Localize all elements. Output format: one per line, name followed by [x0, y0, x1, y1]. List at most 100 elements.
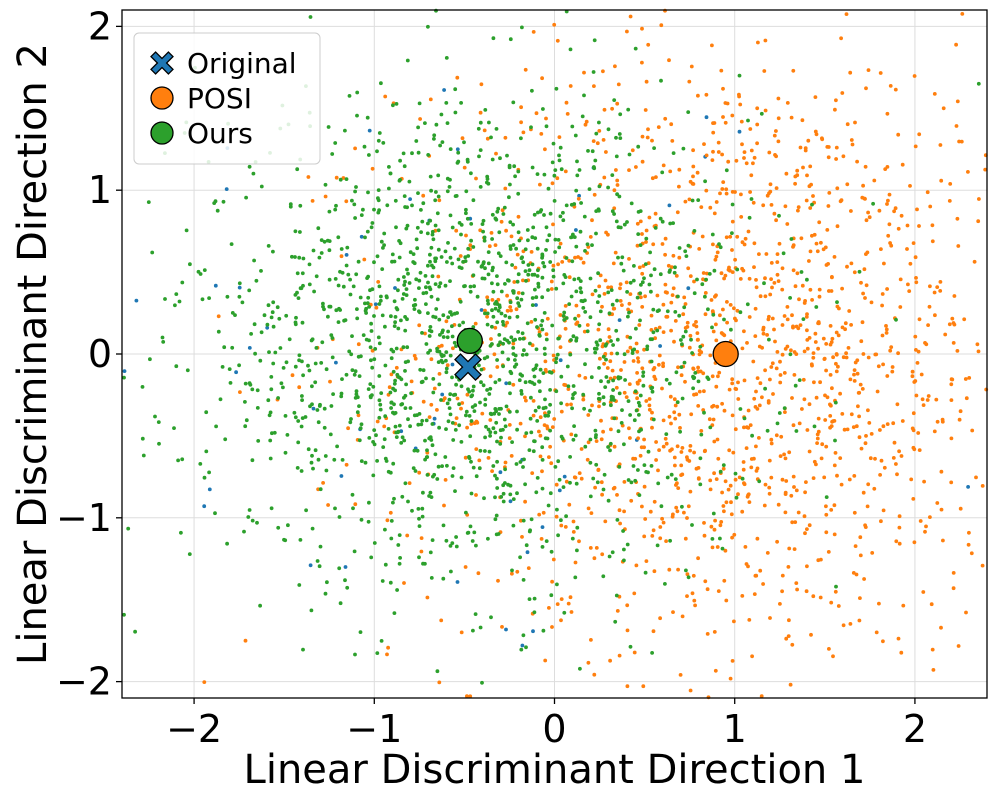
scatter-point	[491, 426, 496, 431]
scatter-point	[237, 281, 242, 286]
scatter-point	[782, 371, 787, 375]
scatter-point	[568, 595, 573, 600]
scatter-point	[483, 403, 488, 407]
scatter-point	[355, 90, 360, 95]
scatter-point	[400, 297, 405, 301]
scatter-point	[520, 291, 525, 296]
scatter-point	[635, 380, 640, 385]
scatter-point	[649, 289, 653, 294]
scatter-point	[495, 274, 499, 278]
scatter-point	[627, 152, 632, 157]
scatter-point	[373, 302, 378, 307]
scatter-point	[649, 359, 654, 364]
scatter-point	[730, 248, 734, 252]
scatter-point	[923, 529, 927, 534]
scatter-point	[625, 349, 630, 354]
scatter-point	[417, 555, 421, 560]
scatter-point	[768, 377, 772, 382]
scatter-point	[472, 409, 477, 413]
scatter-point	[539, 537, 544, 541]
scatter-point	[841, 623, 846, 628]
scatter-point	[448, 255, 453, 260]
scatter-point	[488, 430, 493, 435]
scatter-point	[642, 534, 647, 539]
scatter-point	[573, 133, 578, 138]
scatter-point	[976, 81, 981, 86]
scatter-point	[693, 371, 698, 375]
scatter-point	[508, 305, 513, 309]
scatter-point	[906, 282, 910, 287]
scatter-point	[464, 413, 468, 418]
scatter-point	[797, 378, 802, 382]
scatter-point	[454, 382, 458, 387]
scatter-point	[940, 417, 945, 422]
scatter-point	[445, 463, 449, 468]
scatter-point	[474, 447, 479, 451]
scatter-point	[443, 249, 448, 254]
scatter-point	[671, 221, 675, 226]
scatter-point	[417, 524, 422, 528]
scatter-point	[950, 316, 955, 321]
scatter-point	[592, 192, 597, 197]
scatter-point	[798, 145, 803, 150]
scatter-point	[430, 538, 435, 542]
scatter-point	[398, 556, 402, 560]
scatter-point	[471, 198, 476, 203]
scatter-point	[346, 426, 350, 431]
scatter-point	[663, 236, 668, 241]
scatter-point	[504, 228, 508, 233]
scatter-point	[515, 409, 519, 414]
scatter-point	[836, 364, 840, 369]
scatter-point	[598, 338, 603, 343]
scatter-point	[780, 266, 785, 271]
scatter-point	[790, 313, 794, 318]
scatter-point	[681, 146, 686, 151]
scatter-point	[938, 280, 943, 284]
scatter-point	[746, 492, 751, 497]
scatter-point	[559, 597, 564, 601]
scatter-point	[450, 324, 454, 329]
scatter-point	[725, 300, 729, 304]
scatter-point	[567, 302, 572, 306]
scatter-point	[739, 215, 744, 219]
scatter-point	[549, 287, 554, 291]
scatter-point	[499, 311, 504, 316]
scatter-point	[618, 282, 623, 286]
scatter-point	[634, 341, 639, 346]
scatter-point	[581, 397, 586, 402]
scatter-point	[672, 270, 677, 275]
scatter-point	[333, 207, 338, 212]
scatter-point	[730, 219, 735, 224]
scatter-point	[784, 479, 789, 483]
scatter-point	[432, 137, 436, 141]
scatter-point	[315, 559, 320, 563]
scatter-point	[465, 425, 469, 430]
scatter-point	[967, 376, 972, 380]
scatter-point	[522, 348, 526, 353]
scatter-point	[715, 545, 720, 549]
scatter-point	[861, 490, 866, 495]
scatter-point	[669, 472, 674, 477]
scatter-point	[508, 300, 513, 305]
scatter-point	[228, 381, 233, 385]
scatter-point	[311, 466, 315, 471]
scatter-point	[416, 507, 421, 511]
scatter-point	[926, 323, 930, 327]
scatter-point	[763, 38, 768, 43]
scatter-point	[466, 387, 470, 392]
scatter-point	[306, 447, 311, 452]
scatter-point	[885, 202, 889, 206]
scatter-point	[511, 341, 516, 346]
scatter-point	[379, 294, 383, 299]
scatter-point	[673, 310, 678, 314]
scatter-point	[316, 226, 321, 231]
scatter-point	[297, 358, 301, 363]
scatter-point	[163, 297, 167, 301]
scatter-point	[400, 435, 405, 440]
scatter-point	[478, 228, 483, 233]
scatter-point	[411, 260, 416, 264]
scatter-point	[464, 233, 468, 238]
scatter-point	[521, 278, 525, 283]
scatter-point	[479, 82, 484, 87]
scatter-point	[505, 153, 509, 158]
